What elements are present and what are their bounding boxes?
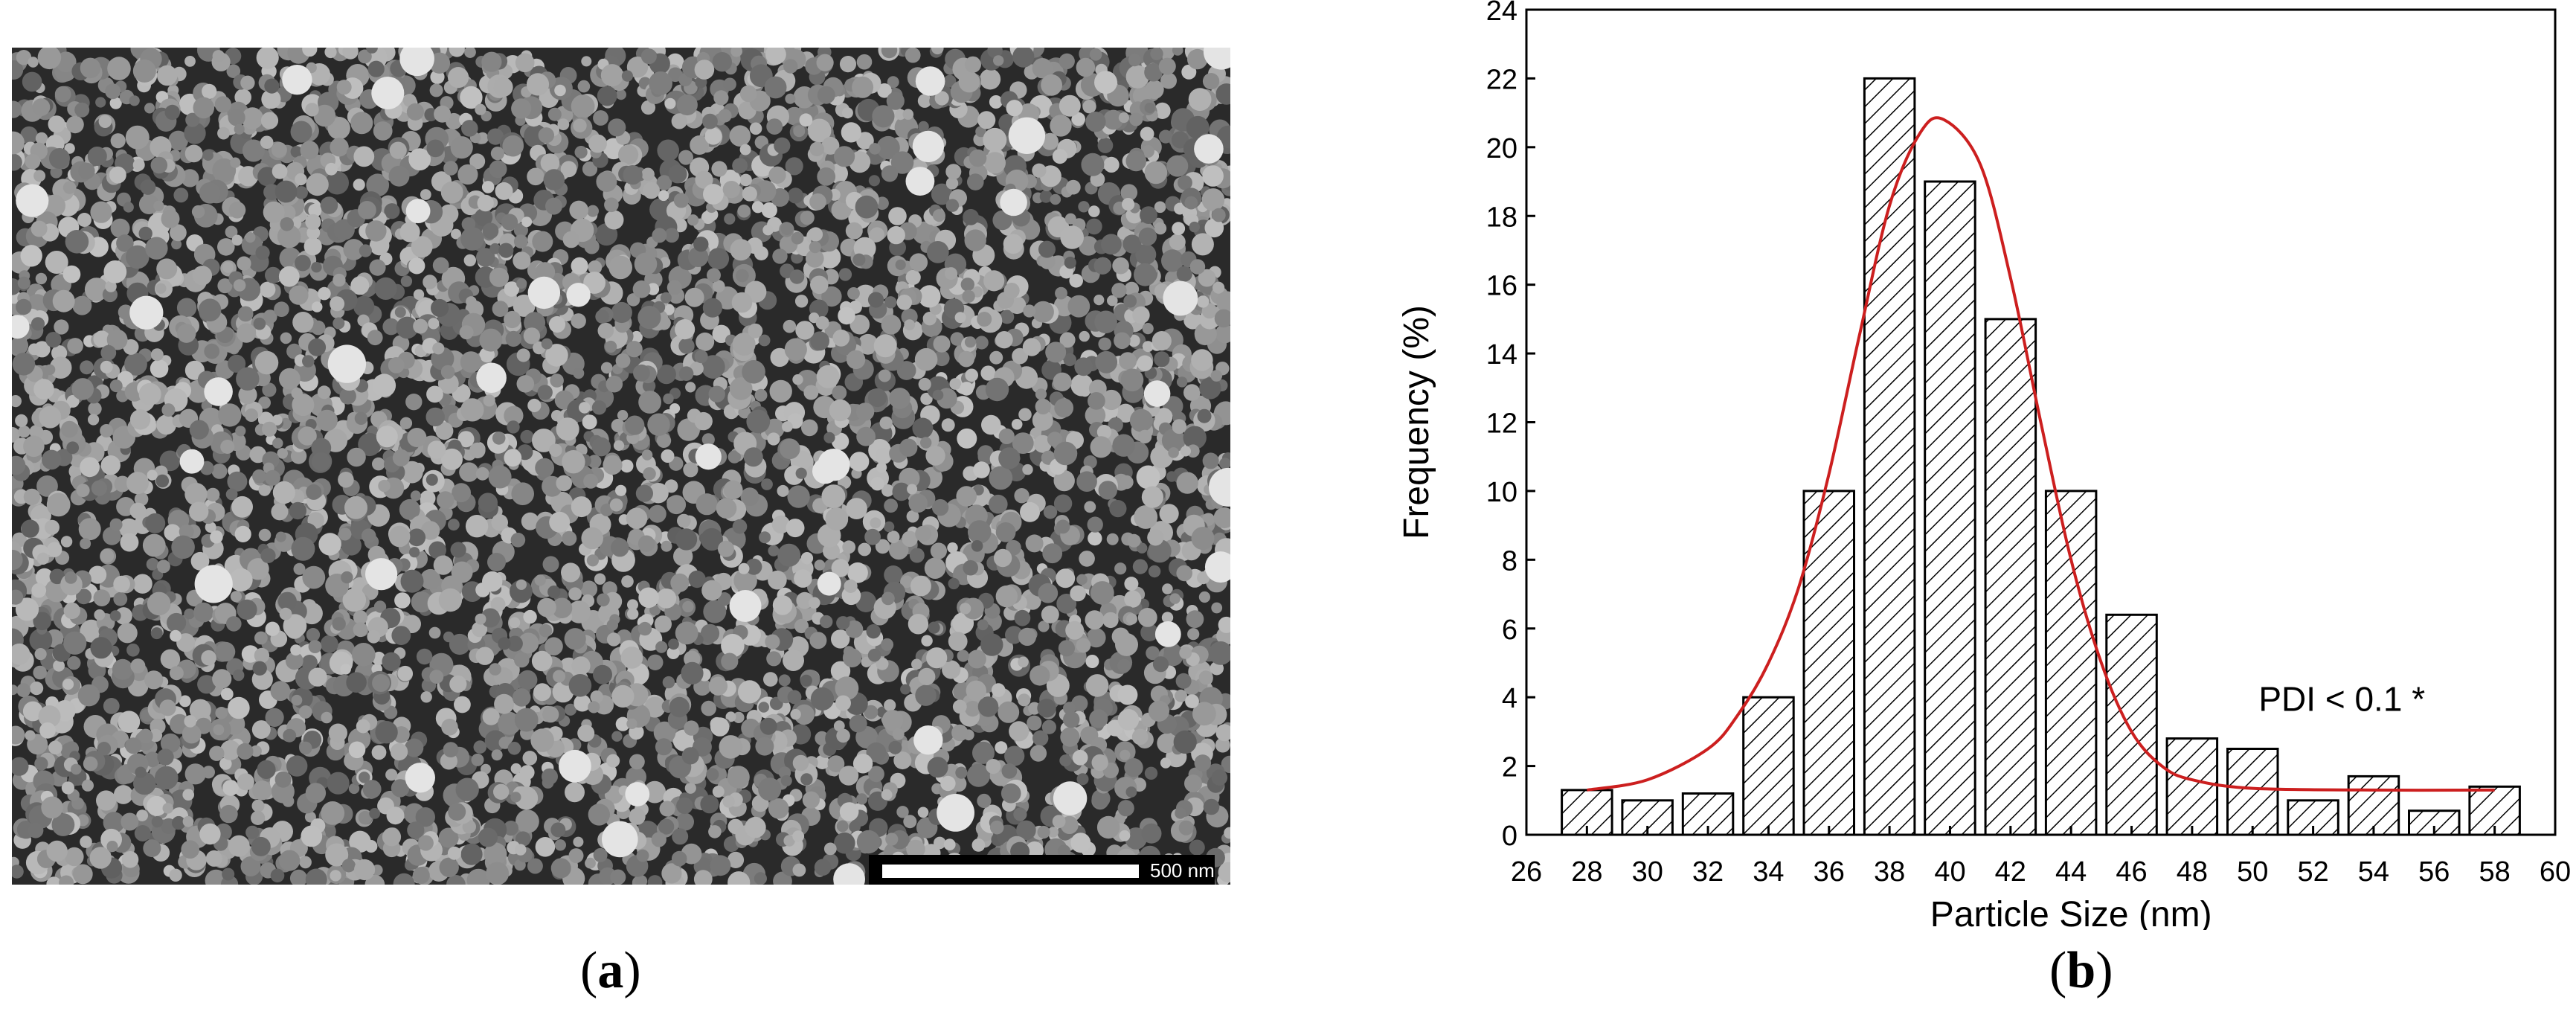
caption-b: (b)	[2049, 941, 2113, 1001]
y-tick-label: 10	[1486, 477, 1517, 508]
histogram-bar	[2347, 775, 2400, 836]
y-tick-label: 12	[1486, 408, 1517, 440]
histogram-chart: 0 2 4 6 8 10 12 14 16 18 20 22 24 26 28 30 32 34 36 38 40 42 4…	[1397, 0, 2576, 934]
x-tick-label: 58	[2479, 856, 2511, 888]
x-tick-label: 42	[1995, 856, 2026, 888]
x-tick-label: 32	[1692, 856, 1724, 888]
x-tick-label: 46	[2116, 856, 2147, 888]
y-tick-label: 14	[1486, 339, 1517, 371]
x-tick-label: 38	[1874, 856, 1905, 888]
y-tick-label: 0	[1502, 821, 1517, 852]
x-tick-label: 48	[2177, 856, 2208, 888]
x-tick-label: 50	[2237, 856, 2268, 888]
x-tick-label: 28	[1571, 856, 1602, 888]
y-tick-label: 24	[1486, 0, 1517, 27]
x-tick-label: 34	[1753, 856, 1784, 888]
x-tick-label: 60	[2540, 856, 2571, 888]
x-tick-label: 52	[2297, 856, 2328, 888]
y-tick-label: 2	[1502, 752, 1517, 783]
gaussian-fit-curve	[1587, 116, 2495, 792]
scale-bar-label: 500 nm	[1150, 859, 1215, 882]
caption-a-close: )	[623, 942, 641, 999]
sem-particle-texture	[12, 48, 1230, 885]
pdi-annotation: PDI < 0.1 *	[2258, 680, 2425, 719]
caption-a: (a)	[580, 941, 641, 1001]
x-tick-label: 30	[1632, 856, 1663, 888]
caption-b-close: )	[2095, 942, 2113, 999]
scale-bar: 500 nm	[869, 855, 1215, 885]
caption-a-letter: a	[597, 942, 624, 999]
y-tick-label: 4	[1502, 683, 1517, 714]
caption-b-open: (	[2049, 942, 2067, 999]
histogram-bar	[2044, 490, 2098, 836]
sem-micrograph: 500 nm	[12, 48, 1230, 885]
x-tick-label: 56	[2418, 856, 2450, 888]
histogram-bar	[1984, 318, 2037, 836]
y-tick-label: 18	[1486, 202, 1517, 233]
scale-bar-line	[882, 865, 1139, 878]
x-tick-label: 44	[2055, 856, 2087, 888]
y-tick-label: 8	[1502, 545, 1517, 577]
caption-a-open: (	[580, 942, 598, 999]
histogram-bar	[1742, 696, 1795, 836]
caption-b-letter: b	[2066, 942, 2096, 999]
x-tick-label: 40	[1934, 856, 1965, 888]
x-tick-label: 36	[1814, 856, 1845, 888]
histogram-bar	[2105, 613, 2158, 836]
x-tick-label: 54	[2358, 856, 2389, 888]
y-tick-label: 6	[1502, 615, 1517, 646]
histogram-bar	[1863, 77, 1916, 836]
x-axis-label: Particle Size (nm)	[1930, 895, 2212, 930]
x-tick-label: 26	[1511, 856, 1542, 888]
histogram-bar	[2226, 748, 2279, 836]
histogram-bar	[1924, 180, 1976, 836]
y-tick-label: 20	[1486, 133, 1517, 164]
y-axis-label: Frequency (%)	[1398, 305, 1436, 539]
y-tick-label: 22	[1486, 64, 1517, 95]
y-tick-label: 16	[1486, 271, 1517, 302]
histogram-bar	[2165, 737, 2219, 836]
